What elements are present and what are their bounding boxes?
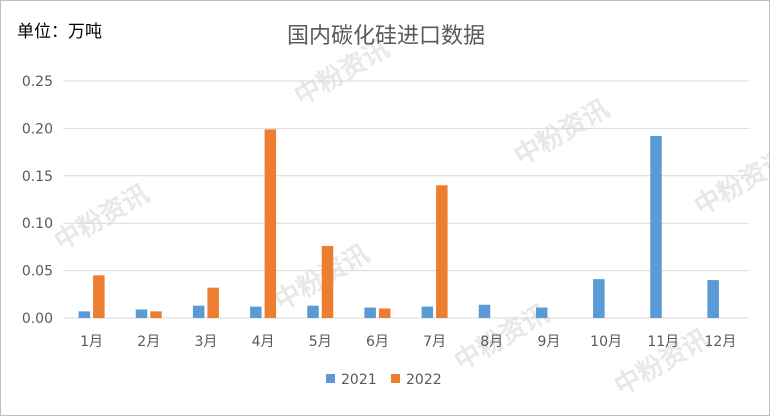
bar-2021-3 <box>192 305 205 318</box>
x-tick-label: 4月 <box>252 334 275 350</box>
y-tick-label: 0.00 <box>22 311 53 327</box>
bar-2021-12 <box>707 280 719 318</box>
bar-2022-6 <box>378 308 391 318</box>
x-tick-label: 5月 <box>309 334 332 350</box>
y-tick-label: 0.10 <box>22 216 53 232</box>
bar-2022-2 <box>150 311 162 318</box>
x-tick-label: 7月 <box>423 334 446 350</box>
bar-2021-8 <box>478 304 491 318</box>
watermark-text: 中粉资讯 <box>510 94 615 172</box>
y-tick-label: 0.05 <box>22 264 53 280</box>
x-tick-label: 6月 <box>366 334 389 350</box>
x-tick-label: 1月 <box>80 334 103 350</box>
x-tick-label: 8月 <box>480 334 503 350</box>
bar-2022-1 <box>93 275 105 318</box>
y-tick-label: 0.20 <box>22 121 53 137</box>
x-tick-label: 3月 <box>194 334 217 350</box>
bar-2021-1 <box>78 311 91 318</box>
bars <box>78 129 719 318</box>
bar-2021-4 <box>250 306 262 318</box>
x-axis-ticks: 1月 2月 3月 4月 5月 6月 7月 8月 9月 10月 11月 12月 <box>80 334 736 350</box>
y-axis-ticks: 0.00 0.05 0.10 0.15 0.20 0.25 <box>22 74 53 327</box>
watermark-text: 中粉资讯 <box>690 144 770 222</box>
chart-title: 国内碳化硅进口数据 <box>287 24 485 49</box>
bar-2021-5 <box>307 305 319 318</box>
bar-2021-11 <box>650 135 662 318</box>
x-tick-label: 9月 <box>537 334 560 350</box>
bar-2021-2 <box>135 309 148 318</box>
bar-2021-10 <box>593 279 605 318</box>
legend-label-2022: 2022 <box>406 372 442 388</box>
x-tick-label: 10月 <box>590 334 622 350</box>
legend-swatch-2021 <box>326 374 335 383</box>
unit-label: 单位：万吨 <box>17 22 102 42</box>
bar-2022-4 <box>264 129 277 318</box>
legend-label-2021: 2021 <box>341 372 377 388</box>
y-tick-label: 0.15 <box>22 169 53 185</box>
bar-2022-7 <box>436 185 448 318</box>
x-tick-label: 12月 <box>705 334 737 350</box>
legend-swatch-2022 <box>391 374 400 383</box>
bar-2021-6 <box>364 307 376 318</box>
watermark-text: 中粉资讯 <box>50 179 155 257</box>
bar-2021-9 <box>535 307 548 318</box>
y-tick-label: 0.25 <box>22 74 53 90</box>
x-tick-label: 11月 <box>647 334 679 350</box>
x-tick-label: 2月 <box>137 334 160 350</box>
bar-2022-5 <box>321 245 334 318</box>
bar-2021-7 <box>421 306 434 318</box>
gridlines <box>63 80 749 319</box>
bar-2022-3 <box>207 287 219 318</box>
legend: 2021 2022 <box>326 372 442 388</box>
